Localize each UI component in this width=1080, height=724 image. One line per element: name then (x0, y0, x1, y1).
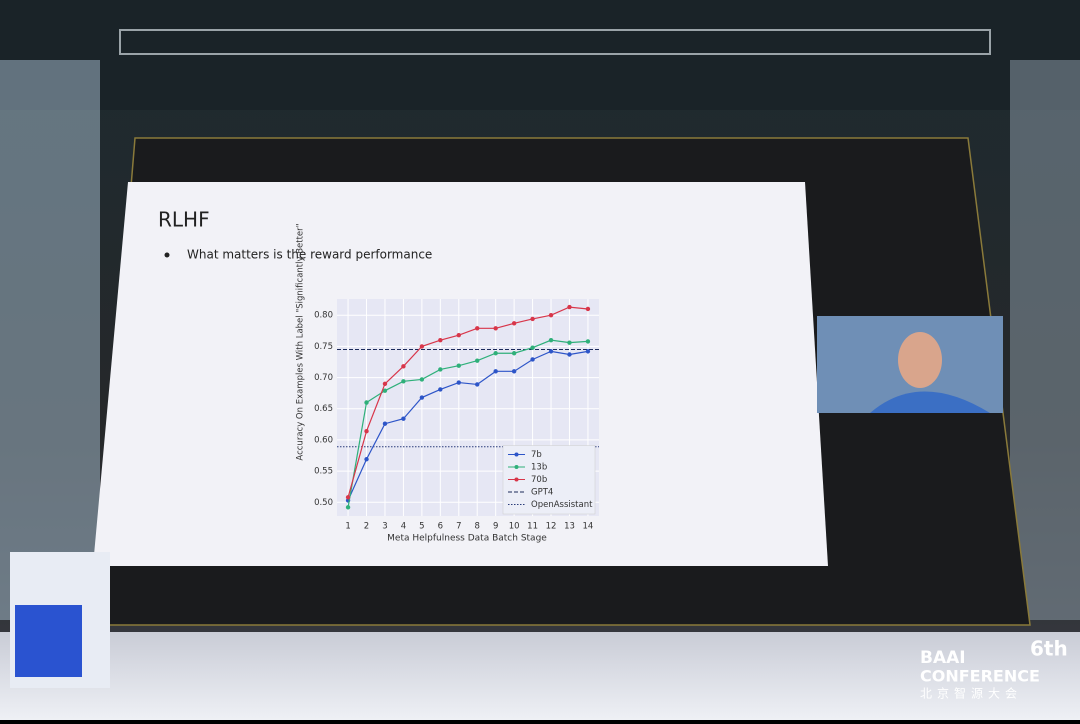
data-point (419, 395, 425, 400)
data-point (530, 357, 535, 362)
y-tick-label: 0.60 (314, 435, 333, 445)
data-point (493, 326, 498, 331)
x-tick-label: 12 (546, 522, 557, 532)
y-tick-label: 0.50 (314, 498, 333, 508)
data-point (585, 339, 591, 344)
slide-title: RLHF (158, 208, 210, 232)
data-point (548, 313, 554, 318)
data-point (456, 363, 461, 368)
data-point (585, 306, 591, 312)
x-tick-label: 14 (583, 522, 594, 532)
legend-dot (514, 452, 519, 457)
x-tick-label: 11 (527, 522, 538, 532)
brand-edition: 6th (1030, 637, 1068, 661)
data-point (401, 364, 406, 369)
x-tick-label: 9 (493, 522, 498, 532)
data-point (585, 349, 591, 354)
slide-bullet: What matters is the reward performance (187, 248, 432, 262)
x-tick-label: 5 (419, 522, 424, 532)
data-point (530, 345, 535, 350)
x-tick-label: 13 (564, 522, 575, 532)
y-tick-label: 0.70 (314, 373, 333, 383)
data-point (511, 321, 517, 326)
series-line (347, 306, 588, 498)
y-axis-label: Accuracy On Examples With Label "Signifi… (296, 223, 306, 460)
y-tick-label: 0.65 (314, 404, 333, 414)
speaker-shirt (870, 391, 990, 413)
data-point (364, 428, 369, 434)
series-line (347, 350, 589, 501)
brand-line1: BAAI (920, 648, 966, 668)
data-point (475, 326, 480, 331)
data-point (438, 387, 443, 392)
data-point (438, 367, 443, 372)
brand-line3: 北京智源大会 (920, 686, 1022, 701)
legend-label: 13b (531, 463, 547, 473)
series-line (347, 339, 588, 508)
data-point (456, 380, 461, 385)
data-point (456, 332, 461, 338)
legend-dot (514, 477, 519, 482)
legend-label: GPT4 (531, 488, 553, 498)
data-point (345, 495, 351, 500)
data-point (493, 351, 498, 356)
speaker-face (898, 332, 942, 388)
data-point (548, 337, 554, 343)
data-point (567, 352, 572, 357)
legend-label: 7b (531, 450, 542, 460)
data-point (401, 379, 406, 384)
y-tick-label: 0.55 (314, 467, 333, 477)
legend-dot (514, 465, 519, 469)
x-axis-label: Meta Helpfulness Data Batch Stage (387, 534, 547, 544)
data-point (364, 457, 369, 462)
truss (119, 29, 991, 55)
data-point (511, 351, 517, 356)
x-tick-label: 6 (438, 522, 443, 532)
brand-line2: CONFERENCE (920, 667, 1040, 686)
data-point (401, 416, 406, 421)
x-tick-label: 7 (456, 522, 461, 532)
data-point (530, 316, 535, 322)
right-wall (1010, 60, 1080, 620)
data-point (438, 337, 443, 343)
legend-label: OpenAssistant (531, 500, 593, 510)
x-tick-label: 3 (382, 522, 387, 532)
y-tick-label: 0.75 (314, 342, 333, 352)
x-tick-label: 2 (364, 522, 369, 532)
data-point (548, 349, 554, 354)
data-point (345, 505, 351, 510)
data-point (364, 400, 369, 405)
data-point (382, 388, 388, 393)
x-tick-label: 10 (509, 522, 520, 532)
y-tick-label: 0.80 (314, 311, 333, 321)
data-point (493, 369, 498, 374)
data-point (567, 340, 572, 345)
bullet-dot (164, 252, 170, 258)
x-tick-label: 4 (401, 522, 406, 532)
legend-label: 70b (531, 475, 547, 485)
data-point (475, 358, 480, 363)
data-point (382, 421, 388, 426)
data-point (419, 377, 425, 382)
x-tick-label: 8 (475, 522, 480, 532)
data-point (567, 304, 572, 310)
data-point (419, 344, 425, 349)
lectern-panel (15, 605, 82, 677)
data-point (382, 381, 388, 387)
x-tick-label: 1 (345, 522, 350, 532)
data-point (511, 369, 517, 374)
data-point (475, 382, 480, 387)
left-wall (0, 60, 100, 620)
stage-floor (0, 632, 1080, 720)
